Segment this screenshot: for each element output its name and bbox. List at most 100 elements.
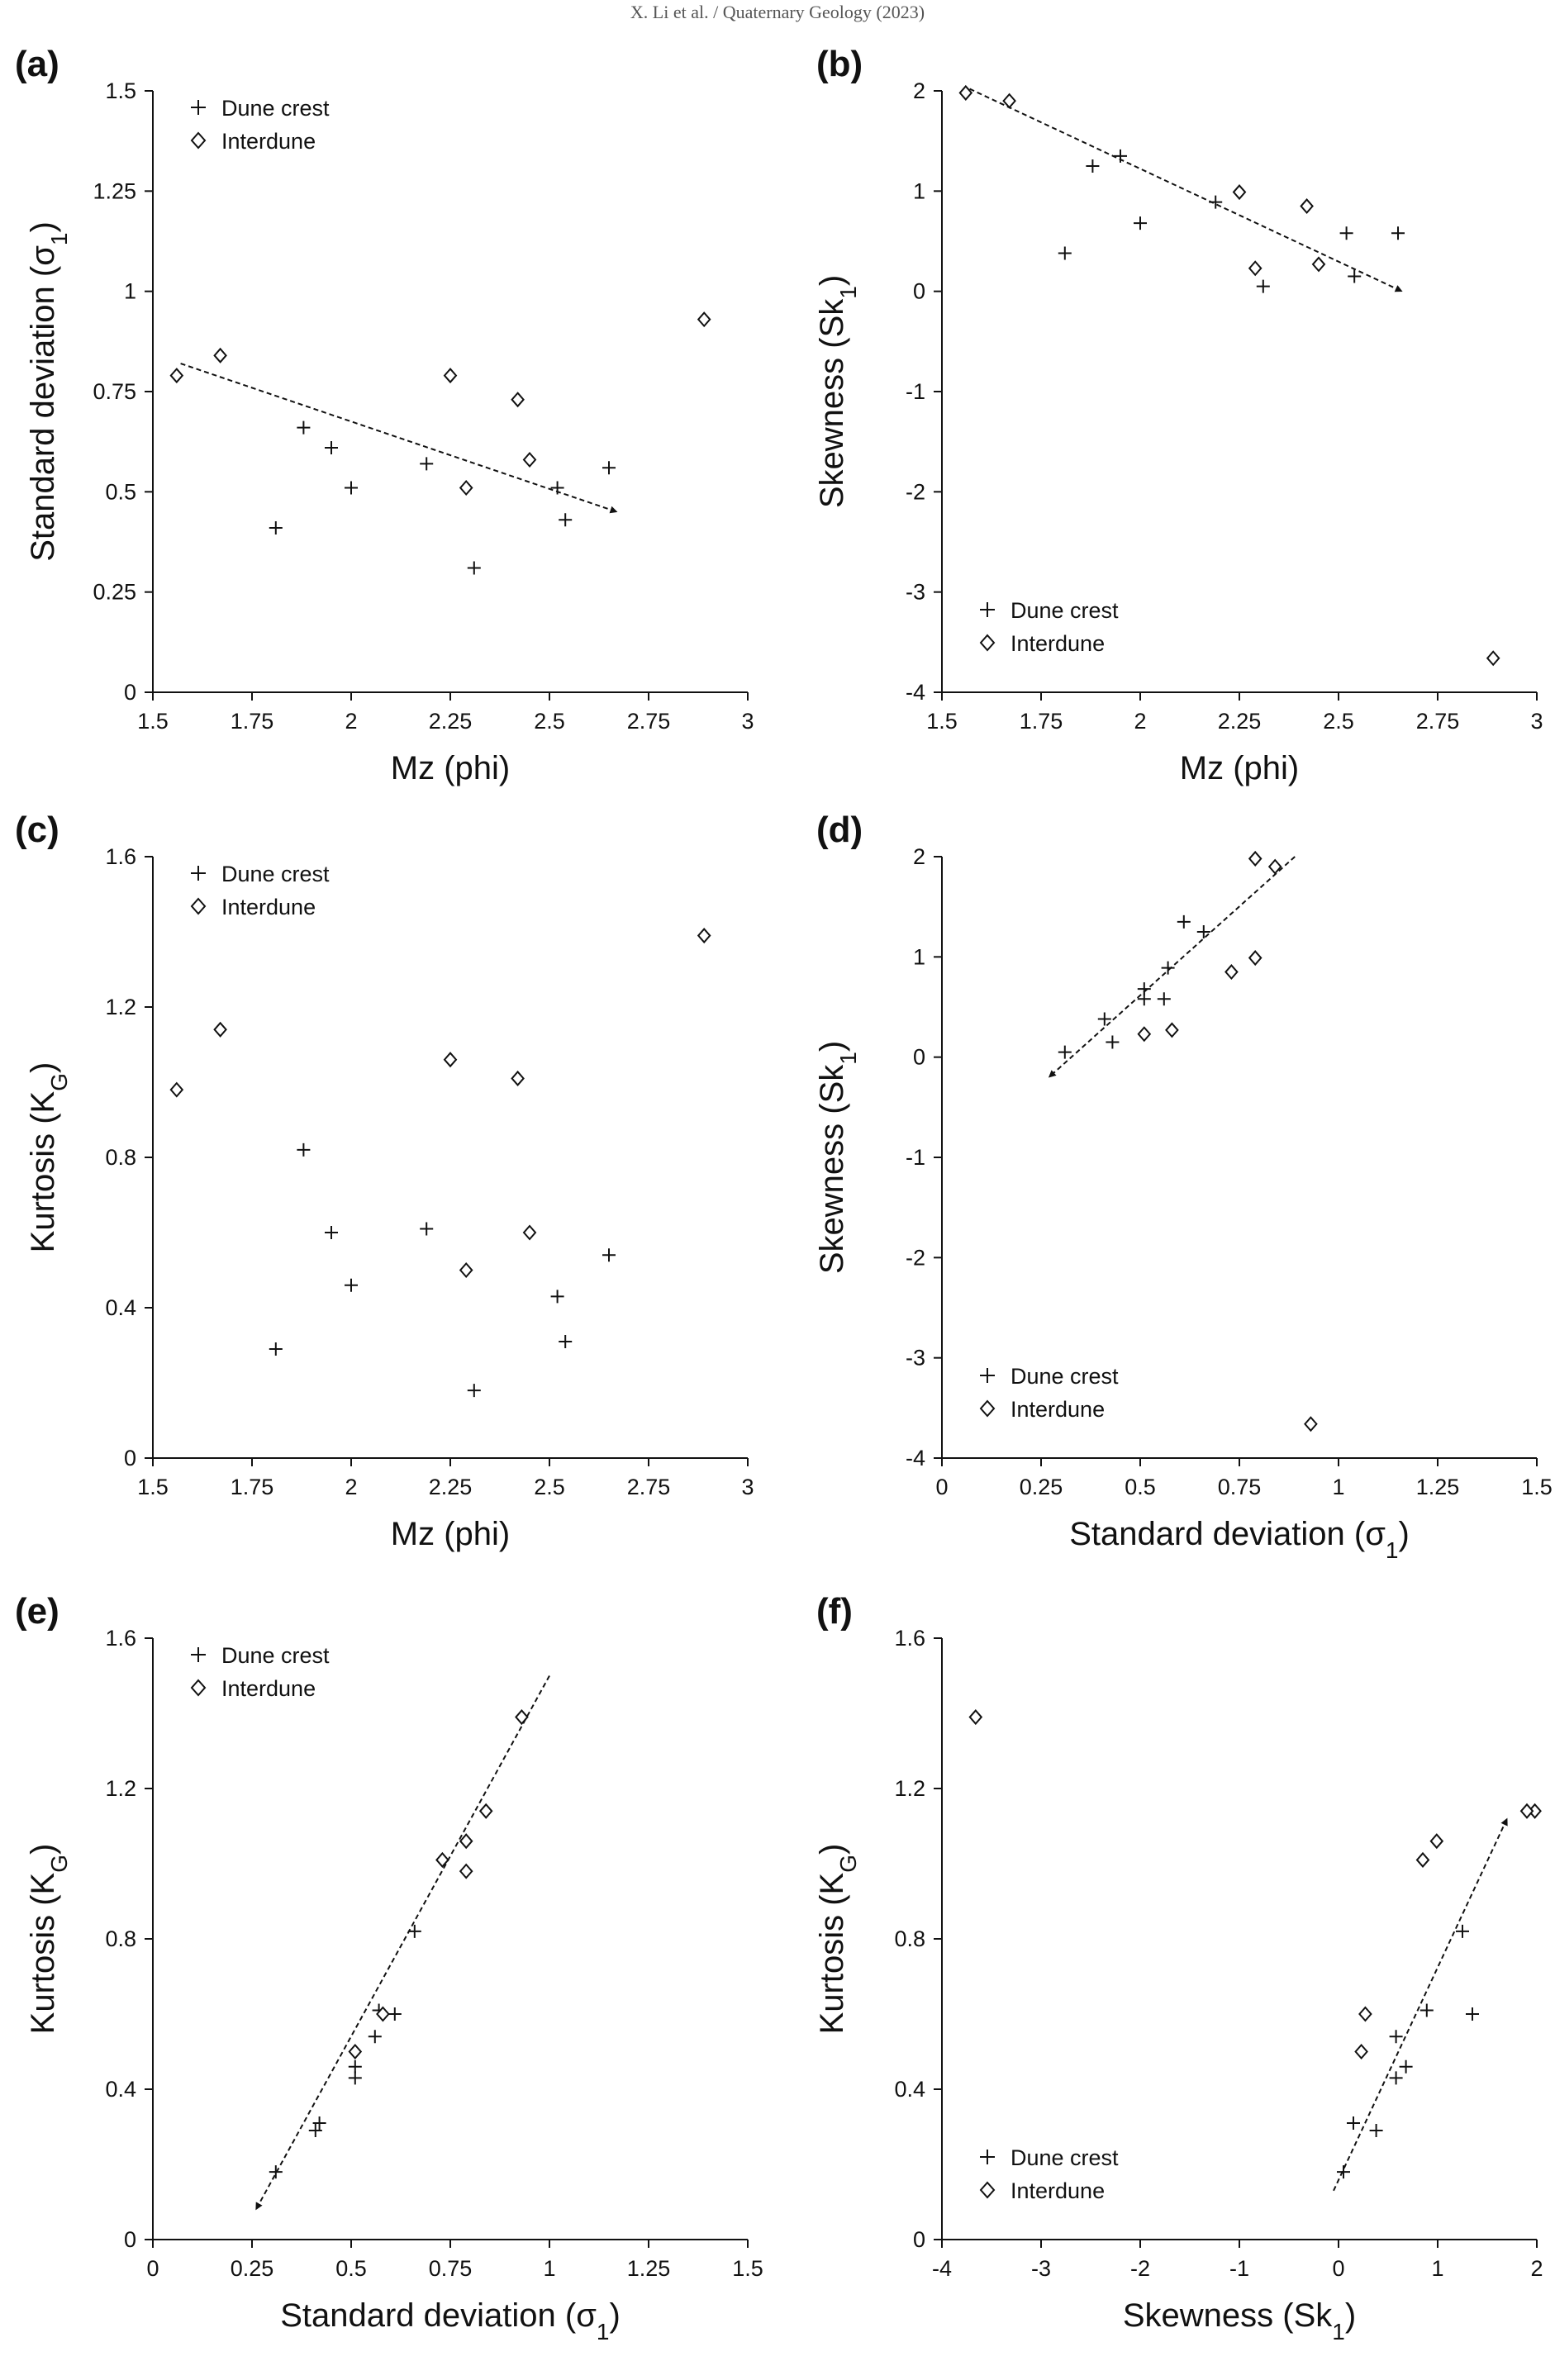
data-point-interdune — [697, 311, 711, 328]
data-point-interdune — [515, 1709, 529, 1726]
axis-label-part: ) — [1345, 2297, 1356, 2334]
data-point-dune-crest — [1161, 961, 1175, 975]
axis-label-part: ) — [609, 2297, 620, 2334]
y-tick-label: 2 — [913, 844, 925, 869]
data-point-interdune — [1165, 1022, 1179, 1038]
y-tick-label: 0.75 — [93, 379, 136, 404]
page-header: X. Li et al. / Quaternary Geology (2023) — [630, 2, 925, 22]
data-point-dune-crest — [1369, 2124, 1383, 2138]
axis-label-subscript: G — [46, 1855, 72, 1873]
y-tick-label: 1.2 — [894, 1776, 925, 1801]
chart-panel-c: (c) 1.5 1.75 2 2.25 2.5 2.75 3 0 0.4 0.8 1.2 1.6 Mz (… — [15, 810, 754, 1552]
y-tick-label: 1 — [124, 279, 136, 304]
y-axis-title: Kurtosis (KG) — [25, 1062, 72, 1253]
data-point-dune-crest — [348, 2059, 362, 2074]
trend-arrow — [969, 88, 1403, 292]
data-point-dune-crest — [420, 1222, 434, 1236]
y-tick-label: -1 — [906, 379, 925, 404]
x-tick-label: 2.25 — [1218, 709, 1262, 734]
legend-marker-dune-crest — [980, 1368, 995, 1383]
x-axis-title: Standard deviation (σ1) — [280, 2297, 621, 2344]
axis-label-part: K — [25, 1090, 61, 1113]
panel-label: (c) — [15, 810, 59, 850]
data-point-interdune — [1137, 1026, 1152, 1043]
data-point-interdune — [435, 1851, 449, 1868]
data-point-dune-crest — [467, 1384, 481, 1398]
x-tick-label: -4 — [932, 2256, 952, 2281]
legend-label: Dune crest — [221, 96, 330, 121]
legend-marker-dune-crest — [191, 1647, 206, 1662]
data-point-dune-crest — [1134, 216, 1147, 230]
x-tick-label: 1.75 — [1020, 709, 1063, 734]
data-point-interdune — [1300, 198, 1314, 215]
axis-label-part: σ — [1365, 1516, 1386, 1552]
y-tick-label: 0.8 — [105, 1145, 136, 1170]
x-tick-label: 2 — [1530, 2256, 1543, 2281]
legend-label: Interdune — [1011, 2178, 1105, 2203]
data-point-dune-crest — [1097, 1012, 1111, 1026]
x-tick-label: -2 — [1130, 2256, 1150, 2281]
data-point-interdune — [348, 2043, 363, 2060]
x-tick-label: -1 — [1229, 2256, 1249, 2281]
axis-label-part: ) — [1398, 1516, 1409, 1552]
y-tick-label: 1 — [913, 178, 925, 203]
legend-label: Interdune — [1011, 1397, 1105, 1422]
trend-arrow — [180, 363, 618, 514]
data-point-dune-crest — [345, 481, 358, 495]
y-tick-label: 1.25 — [93, 178, 136, 203]
data-point-interdune — [169, 1081, 184, 1098]
legend-marker-interdune — [190, 897, 207, 915]
y-tick-label: 0 — [124, 2227, 136, 2252]
y-axis-title: Standard deviation (σ1) — [25, 221, 72, 562]
x-tick-label: 3 — [1530, 709, 1543, 734]
x-tick-label: 1.75 — [231, 1475, 274, 1499]
data-point-dune-crest — [559, 513, 573, 527]
axis-label-subscript: 1 — [1386, 1537, 1399, 1563]
y-tick-label: 0 — [124, 1446, 136, 1470]
data-point-interdune — [459, 1863, 473, 1879]
x-tick-label: 0.75 — [1218, 1475, 1262, 1499]
data-point-dune-crest — [1339, 226, 1353, 240]
legend-label: Interdune — [221, 1676, 316, 1701]
data-point-dune-crest — [1177, 914, 1191, 929]
axis-label-part: Sk — [1294, 2297, 1334, 2334]
y-axis-title: Skewness (Sk1) — [814, 1041, 861, 1274]
data-point-interdune — [1486, 650, 1500, 667]
legend-marker-dune-crest — [980, 602, 995, 617]
data-point-dune-crest — [1389, 2030, 1403, 2044]
data-point-interdune — [169, 368, 184, 384]
y-tick-label: 0.5 — [105, 479, 136, 504]
data-point-interdune — [459, 479, 473, 496]
legend-label: Dune crest — [1011, 2145, 1119, 2170]
x-tick-label: 1.5 — [137, 709, 169, 734]
legend-label: Interdune — [221, 129, 316, 154]
axis-label-subscript: 1 — [835, 286, 861, 299]
legend-label: Interdune — [221, 895, 316, 919]
x-tick-label: 1.5 — [732, 2256, 763, 2281]
legend-label: Interdune — [1011, 631, 1105, 656]
legend-label: Dune crest — [221, 1643, 330, 1668]
axis-label-part: Standard deviation ( — [25, 265, 61, 562]
x-tick-label: 0.5 — [1125, 1475, 1156, 1499]
data-point-interdune — [443, 368, 458, 384]
data-point-dune-crest — [1466, 2007, 1479, 2021]
x-tick-label: 1.25 — [627, 2256, 671, 2281]
axis-label-part: Sk — [814, 1064, 850, 1104]
y-axis-title: Skewness (Sk1) — [814, 275, 861, 508]
legend-marker-interdune — [979, 1399, 996, 1418]
y-tick-label: 1.6 — [894, 1626, 925, 1651]
y-axis-title: Kurtosis (KG) — [25, 1844, 72, 2035]
data-point-dune-crest — [1389, 2071, 1403, 2085]
data-point-dune-crest — [1347, 2116, 1360, 2130]
data-point-dune-crest — [345, 1278, 358, 1292]
x-tick-label: 0.25 — [1020, 1475, 1063, 1499]
data-point-dune-crest — [420, 457, 434, 471]
legend-marker-dune-crest — [191, 100, 206, 115]
x-tick-label: 2.75 — [1416, 709, 1460, 734]
data-point-interdune — [1267, 858, 1282, 875]
axis-label-part: ) — [25, 1062, 61, 1073]
data-point-interdune — [1354, 2043, 1368, 2060]
data-point-interdune — [1232, 184, 1247, 201]
axis-label-subscript: 1 — [46, 233, 72, 246]
data-point-dune-crest — [1058, 1045, 1072, 1059]
